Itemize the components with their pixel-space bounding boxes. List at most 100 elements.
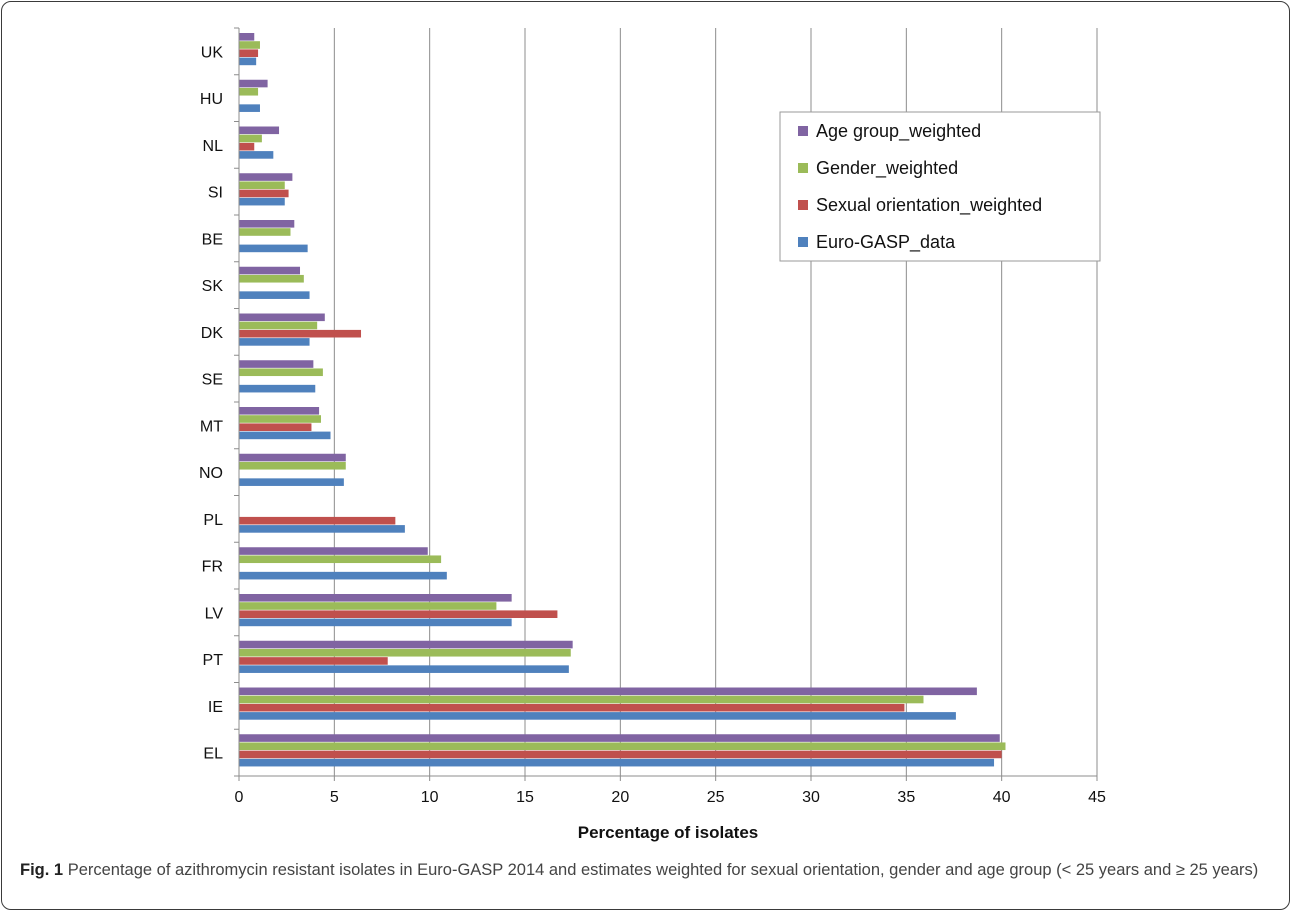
bar: [239, 618, 512, 627]
bar: [239, 525, 405, 533]
bar: [239, 571, 447, 580]
bar: [239, 478, 344, 486]
bar: [239, 266, 301, 275]
caption-label: Fig. 1: [20, 861, 64, 879]
bar: [239, 329, 362, 338]
x-tick-label: 40: [993, 789, 1011, 806]
category-labels: UK HU NL SI BE SK DK SE MT NO PL FR LV PT IE EL: [199, 44, 223, 762]
caption-text: Percentage of azithromycin resistant iso…: [67, 861, 1259, 879]
category-label: IE: [208, 699, 223, 716]
x-tick-label: 10: [421, 789, 439, 806]
x-tick-label: 15: [516, 789, 534, 806]
bar: [239, 687, 977, 696]
legend-swatch: [798, 237, 808, 247]
x-tick-label: 5: [330, 789, 339, 806]
legend-swatch: [798, 200, 808, 210]
bar: [239, 384, 316, 393]
bar: [239, 134, 262, 143]
legend-box: [779, 111, 1101, 262]
category-label: SK: [202, 278, 224, 295]
bar: [239, 423, 312, 431]
bar: [239, 197, 285, 206]
bar: [239, 291, 310, 299]
bar: [239, 274, 304, 283]
x-tick-labels: 0 5 10 15 20 25 30 35 40 45: [235, 789, 1106, 806]
legend-label: Euro-GASP_data: [816, 232, 956, 253]
bar: [239, 461, 346, 470]
bar: [239, 57, 257, 66]
bar: [239, 750, 1002, 759]
bar: [239, 142, 255, 151]
x-tick-label: 25: [707, 789, 725, 806]
bar: [239, 516, 396, 525]
bar: [239, 407, 320, 415]
bar-chart: UK HU NL SI BE SK DK SE MT NO PL FR LV PT IE EL 0 5 10 15 2…: [199, 27, 1106, 842]
x-tick-label: 20: [611, 789, 629, 806]
x-tick-label: 30: [802, 789, 820, 806]
bar: [239, 338, 310, 346]
legend-label: Age group_weighted: [816, 121, 981, 142]
bar: [239, 703, 905, 712]
bar: [239, 173, 293, 181]
bar: [239, 431, 331, 440]
legend-label: Gender_weighted: [816, 158, 958, 179]
bar: [239, 189, 289, 198]
category-label: SI: [208, 185, 223, 202]
legend-swatch: [798, 126, 808, 136]
category-label: PT: [203, 652, 224, 669]
bar: [239, 415, 321, 423]
bar: [239, 712, 956, 720]
bar: [239, 220, 295, 228]
bar: [239, 228, 291, 236]
bar: [239, 181, 285, 190]
bar: [239, 49, 259, 57]
bar: [239, 648, 571, 657]
bar: [239, 126, 280, 135]
bar: [239, 657, 388, 665]
category-label: EL: [203, 746, 223, 763]
category-label: DK: [201, 325, 224, 342]
category-label: FR: [202, 559, 223, 576]
bar: [239, 313, 325, 322]
bar: [239, 594, 512, 602]
bar: [239, 104, 260, 112]
bars: [239, 33, 1006, 767]
bar: [239, 244, 308, 253]
category-label: NL: [203, 138, 224, 155]
bar: [239, 734, 1000, 742]
x-tick-label: 45: [1088, 789, 1106, 806]
bar: [239, 742, 1006, 751]
bar: [239, 151, 274, 159]
category-label: PL: [203, 512, 223, 529]
bar: [239, 360, 314, 368]
figure-caption: Fig. 1 Percentage of azithromycin resist…: [20, 860, 1270, 881]
bar: [239, 640, 573, 649]
bar: [239, 41, 260, 49]
bar: [239, 79, 268, 88]
legend-swatch: [798, 163, 808, 173]
bar: [239, 547, 428, 555]
bar: [239, 368, 323, 377]
bar: [239, 758, 995, 767]
legend-label: Sexual orientation_weighted: [816, 195, 1042, 216]
bar: [239, 602, 497, 610]
category-label: UK: [201, 44, 224, 61]
x-axis-title: Percentage of isolates: [578, 823, 758, 842]
category-label: NO: [199, 465, 223, 482]
bar: [239, 665, 569, 673]
x-tick-label: 35: [897, 789, 915, 806]
category-label: LV: [205, 605, 224, 622]
legend: Age group_weighted Gender_weighted Sexual …: [779, 111, 1101, 262]
bar: [239, 695, 924, 704]
category-label: HU: [200, 91, 223, 108]
category-label: BE: [202, 231, 223, 248]
bar: [239, 453, 346, 462]
x-tick-label: 0: [235, 789, 244, 806]
bar: [239, 555, 442, 564]
bar: [239, 610, 558, 618]
bar: [239, 87, 259, 96]
category-label: MT: [200, 418, 223, 435]
bar: [239, 321, 318, 330]
category-label: SE: [202, 372, 223, 389]
